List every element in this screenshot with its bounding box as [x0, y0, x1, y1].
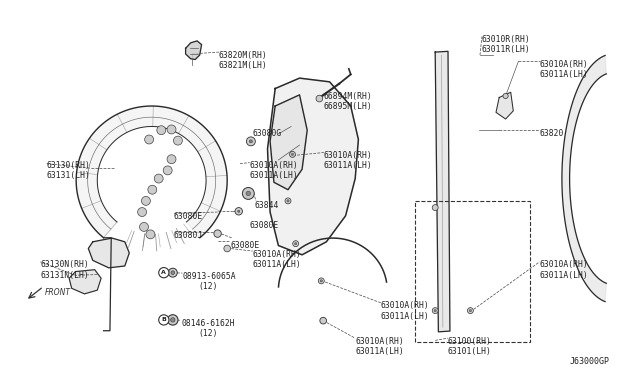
- Polygon shape: [186, 41, 202, 60]
- Text: 63130N(RH): 63130N(RH): [40, 260, 89, 269]
- Circle shape: [159, 267, 169, 278]
- Circle shape: [224, 245, 230, 252]
- Circle shape: [168, 268, 177, 277]
- Text: 63820M(RH): 63820M(RH): [219, 51, 268, 60]
- Circle shape: [316, 95, 323, 102]
- Circle shape: [467, 308, 474, 314]
- Text: FRONT: FRONT: [45, 288, 71, 297]
- Circle shape: [157, 126, 166, 135]
- Circle shape: [146, 230, 155, 239]
- Circle shape: [250, 140, 252, 143]
- Circle shape: [294, 243, 297, 245]
- Circle shape: [320, 280, 323, 282]
- Circle shape: [141, 196, 150, 205]
- Polygon shape: [562, 55, 606, 302]
- Text: (12): (12): [198, 282, 218, 291]
- Circle shape: [318, 278, 324, 284]
- Text: A: A: [161, 270, 166, 275]
- Circle shape: [140, 222, 148, 231]
- Text: 63131N(LH): 63131N(LH): [40, 271, 89, 280]
- Text: 63080E: 63080E: [173, 212, 203, 221]
- Text: 63080E: 63080E: [230, 241, 260, 250]
- Text: 63011A(LH): 63011A(LH): [381, 312, 429, 321]
- Text: 63101(LH): 63101(LH): [448, 347, 492, 356]
- Bar: [415, 201, 530, 342]
- Circle shape: [432, 308, 438, 314]
- Circle shape: [469, 310, 472, 312]
- Circle shape: [168, 315, 178, 325]
- Circle shape: [167, 125, 176, 134]
- Text: 63130(RH): 63130(RH): [47, 161, 91, 170]
- Text: 63011R(LH): 63011R(LH): [482, 45, 531, 54]
- Text: 63010A(RH): 63010A(RH): [250, 161, 298, 170]
- Text: 63821M(LH): 63821M(LH): [219, 61, 268, 70]
- Polygon shape: [76, 106, 227, 238]
- Circle shape: [167, 155, 176, 164]
- Text: 63011A(LH): 63011A(LH): [324, 161, 372, 170]
- Circle shape: [235, 208, 243, 215]
- Text: 63820: 63820: [540, 129, 564, 138]
- Text: 66895M(LH): 66895M(LH): [324, 102, 372, 111]
- Text: 63011A(LH): 63011A(LH): [540, 271, 588, 280]
- Text: B: B: [161, 317, 166, 323]
- Circle shape: [237, 210, 240, 212]
- Circle shape: [285, 198, 291, 204]
- Circle shape: [289, 151, 296, 157]
- Circle shape: [138, 208, 147, 217]
- Circle shape: [432, 205, 438, 211]
- Text: 63080J: 63080J: [173, 231, 203, 240]
- Circle shape: [292, 241, 299, 247]
- Text: 63010A(RH): 63010A(RH): [381, 301, 429, 310]
- Circle shape: [503, 93, 508, 99]
- Text: 63011A(LH): 63011A(LH): [253, 260, 301, 269]
- Text: 63011A(LH): 63011A(LH): [540, 70, 588, 79]
- Circle shape: [159, 315, 169, 325]
- Circle shape: [243, 187, 254, 199]
- Polygon shape: [69, 270, 101, 294]
- Circle shape: [148, 185, 157, 194]
- Circle shape: [246, 137, 255, 146]
- Text: (12): (12): [198, 329, 218, 338]
- Circle shape: [145, 135, 154, 144]
- Text: 63010A(RH): 63010A(RH): [540, 260, 588, 269]
- Text: 63010A(RH): 63010A(RH): [355, 337, 404, 346]
- Text: 63100(RH): 63100(RH): [448, 337, 492, 346]
- Polygon shape: [270, 95, 307, 190]
- Circle shape: [246, 191, 250, 196]
- Circle shape: [291, 153, 294, 155]
- Polygon shape: [435, 51, 450, 332]
- Text: 63080G: 63080G: [253, 129, 282, 138]
- Text: 63011A(LH): 63011A(LH): [250, 171, 298, 180]
- Text: 63010A(RH): 63010A(RH): [324, 151, 372, 160]
- Text: 08913-6065A: 08913-6065A: [182, 272, 236, 280]
- Circle shape: [287, 200, 289, 202]
- Text: 63010A(RH): 63010A(RH): [253, 250, 301, 259]
- Text: 08146-6162H: 08146-6162H: [181, 319, 235, 328]
- Text: 66894M(RH): 66894M(RH): [324, 92, 372, 101]
- Circle shape: [171, 271, 175, 275]
- Text: 63844: 63844: [254, 201, 278, 210]
- Text: 63010A(RH): 63010A(RH): [540, 60, 588, 68]
- Text: 63010R(RH): 63010R(RH): [482, 35, 531, 44]
- Circle shape: [171, 318, 175, 322]
- Polygon shape: [88, 238, 129, 268]
- Text: 63011A(LH): 63011A(LH): [355, 347, 404, 356]
- Polygon shape: [268, 78, 358, 255]
- Circle shape: [163, 166, 172, 175]
- Circle shape: [154, 174, 163, 183]
- Circle shape: [320, 317, 326, 324]
- Circle shape: [173, 136, 182, 145]
- Polygon shape: [496, 92, 513, 119]
- Text: 63131(LH): 63131(LH): [47, 171, 91, 180]
- Text: J63000GP: J63000GP: [570, 357, 609, 366]
- Text: 63080E: 63080E: [250, 221, 279, 230]
- Circle shape: [214, 230, 221, 237]
- Circle shape: [434, 310, 436, 312]
